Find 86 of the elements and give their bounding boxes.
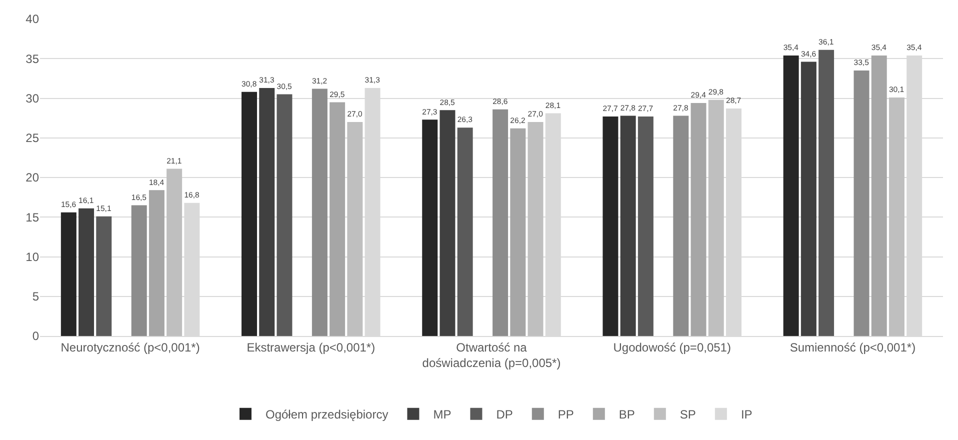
bar <box>60 212 76 336</box>
bar <box>818 50 834 336</box>
data-label: 27,3 <box>422 107 438 116</box>
bar <box>96 216 112 336</box>
y-tick-label: 10 <box>26 250 40 264</box>
bar <box>602 116 618 336</box>
data-label: 18,4 <box>148 178 165 187</box>
data-label: 29,8 <box>708 88 724 97</box>
data-label: 29,5 <box>330 90 345 99</box>
bar <box>440 110 456 336</box>
y-tick-label: 35 <box>26 52 40 66</box>
data-label: 30,5 <box>276 82 292 91</box>
data-label: 33,5 <box>854 58 869 68</box>
data-label: 27,7 <box>602 104 618 114</box>
bar <box>457 128 473 336</box>
data-label: 30,8 <box>242 80 257 89</box>
data-label: 16,1 <box>78 196 94 206</box>
y-tick-label: 20 <box>26 170 40 185</box>
data-label: 16,5 <box>131 192 146 202</box>
bar <box>528 122 544 336</box>
bar <box>78 208 94 336</box>
data-label: 26,2 <box>510 116 526 126</box>
data-label: 27,0 <box>528 110 544 119</box>
bar <box>422 120 438 336</box>
legend-label: IP <box>740 408 752 422</box>
y-tick-label: 40 <box>26 12 40 26</box>
bar <box>312 88 328 336</box>
x-tick-label: Sumienność (p<0,001*) <box>790 340 916 354</box>
bar <box>510 128 526 336</box>
bar <box>330 102 346 336</box>
legend-label: BP <box>618 408 635 422</box>
data-label: 27,0 <box>347 110 363 119</box>
x-tick-label: Ugodowość (p=0,051) <box>613 340 731 354</box>
bar <box>276 94 292 336</box>
data-label: 35,4 <box>871 43 888 52</box>
x-tick-label: Neurotyczność (p<0,001*) <box>60 340 200 354</box>
data-label: 31,3 <box>364 76 380 85</box>
data-label: 30,1 <box>888 85 904 94</box>
bar <box>131 205 147 336</box>
bar <box>620 116 636 336</box>
y-tick-label: 25 <box>26 131 40 146</box>
data-label: 31,2 <box>312 76 328 86</box>
bar <box>854 70 870 336</box>
data-label: 35,4 <box>783 43 800 52</box>
data-label: 27,7 <box>638 104 654 114</box>
bar <box>690 103 706 336</box>
bar <box>148 190 164 336</box>
data-label: 28,6 <box>492 97 508 106</box>
bar <box>259 88 275 336</box>
y-tick-label: 5 <box>32 290 40 304</box>
data-label: 31,3 <box>259 76 274 85</box>
bar <box>783 55 799 336</box>
bar <box>888 97 904 336</box>
data-label: 28,7 <box>726 96 742 106</box>
data-label: 16,8 <box>184 190 200 200</box>
legend-label: PP <box>558 408 574 422</box>
data-label: 15,6 <box>60 200 76 210</box>
data-label: 28,5 <box>440 98 455 107</box>
data-label: 27,8 <box>673 103 688 112</box>
legend-label: DP <box>496 408 513 422</box>
data-label: 27,8 <box>620 103 636 112</box>
bar <box>638 116 654 336</box>
bar <box>708 100 724 336</box>
legend-label: SP <box>680 408 696 422</box>
data-label: 28,1 <box>545 100 561 110</box>
x-tick-label: Ekstrawersja (p<0,001*) <box>246 340 376 354</box>
bar <box>347 122 363 336</box>
bar <box>800 62 816 336</box>
data-label: 29,4 <box>690 90 707 100</box>
data-label: 21,1 <box>166 156 182 166</box>
bar <box>492 109 508 336</box>
bar <box>166 168 182 336</box>
data-label: 26,3 <box>457 115 472 124</box>
legend-label: Ogółem przedsiębiorcy <box>266 408 388 422</box>
bar <box>242 92 258 336</box>
data-label: 36,1 <box>818 38 834 47</box>
y-tick-label: 0 <box>32 329 40 344</box>
data-label: 35,4 <box>906 43 922 52</box>
legend-label: MP <box>433 408 452 422</box>
y-tick-label: 30 <box>26 91 40 106</box>
data-label: 15,1 <box>96 204 112 213</box>
y-tick-label: 15 <box>26 210 40 224</box>
x-tick-label: Otwartość na doświadczenia (p=0,005*) <box>422 340 561 370</box>
data-label: 34,6 <box>800 49 816 58</box>
bar <box>673 116 689 336</box>
bar <box>871 55 887 336</box>
